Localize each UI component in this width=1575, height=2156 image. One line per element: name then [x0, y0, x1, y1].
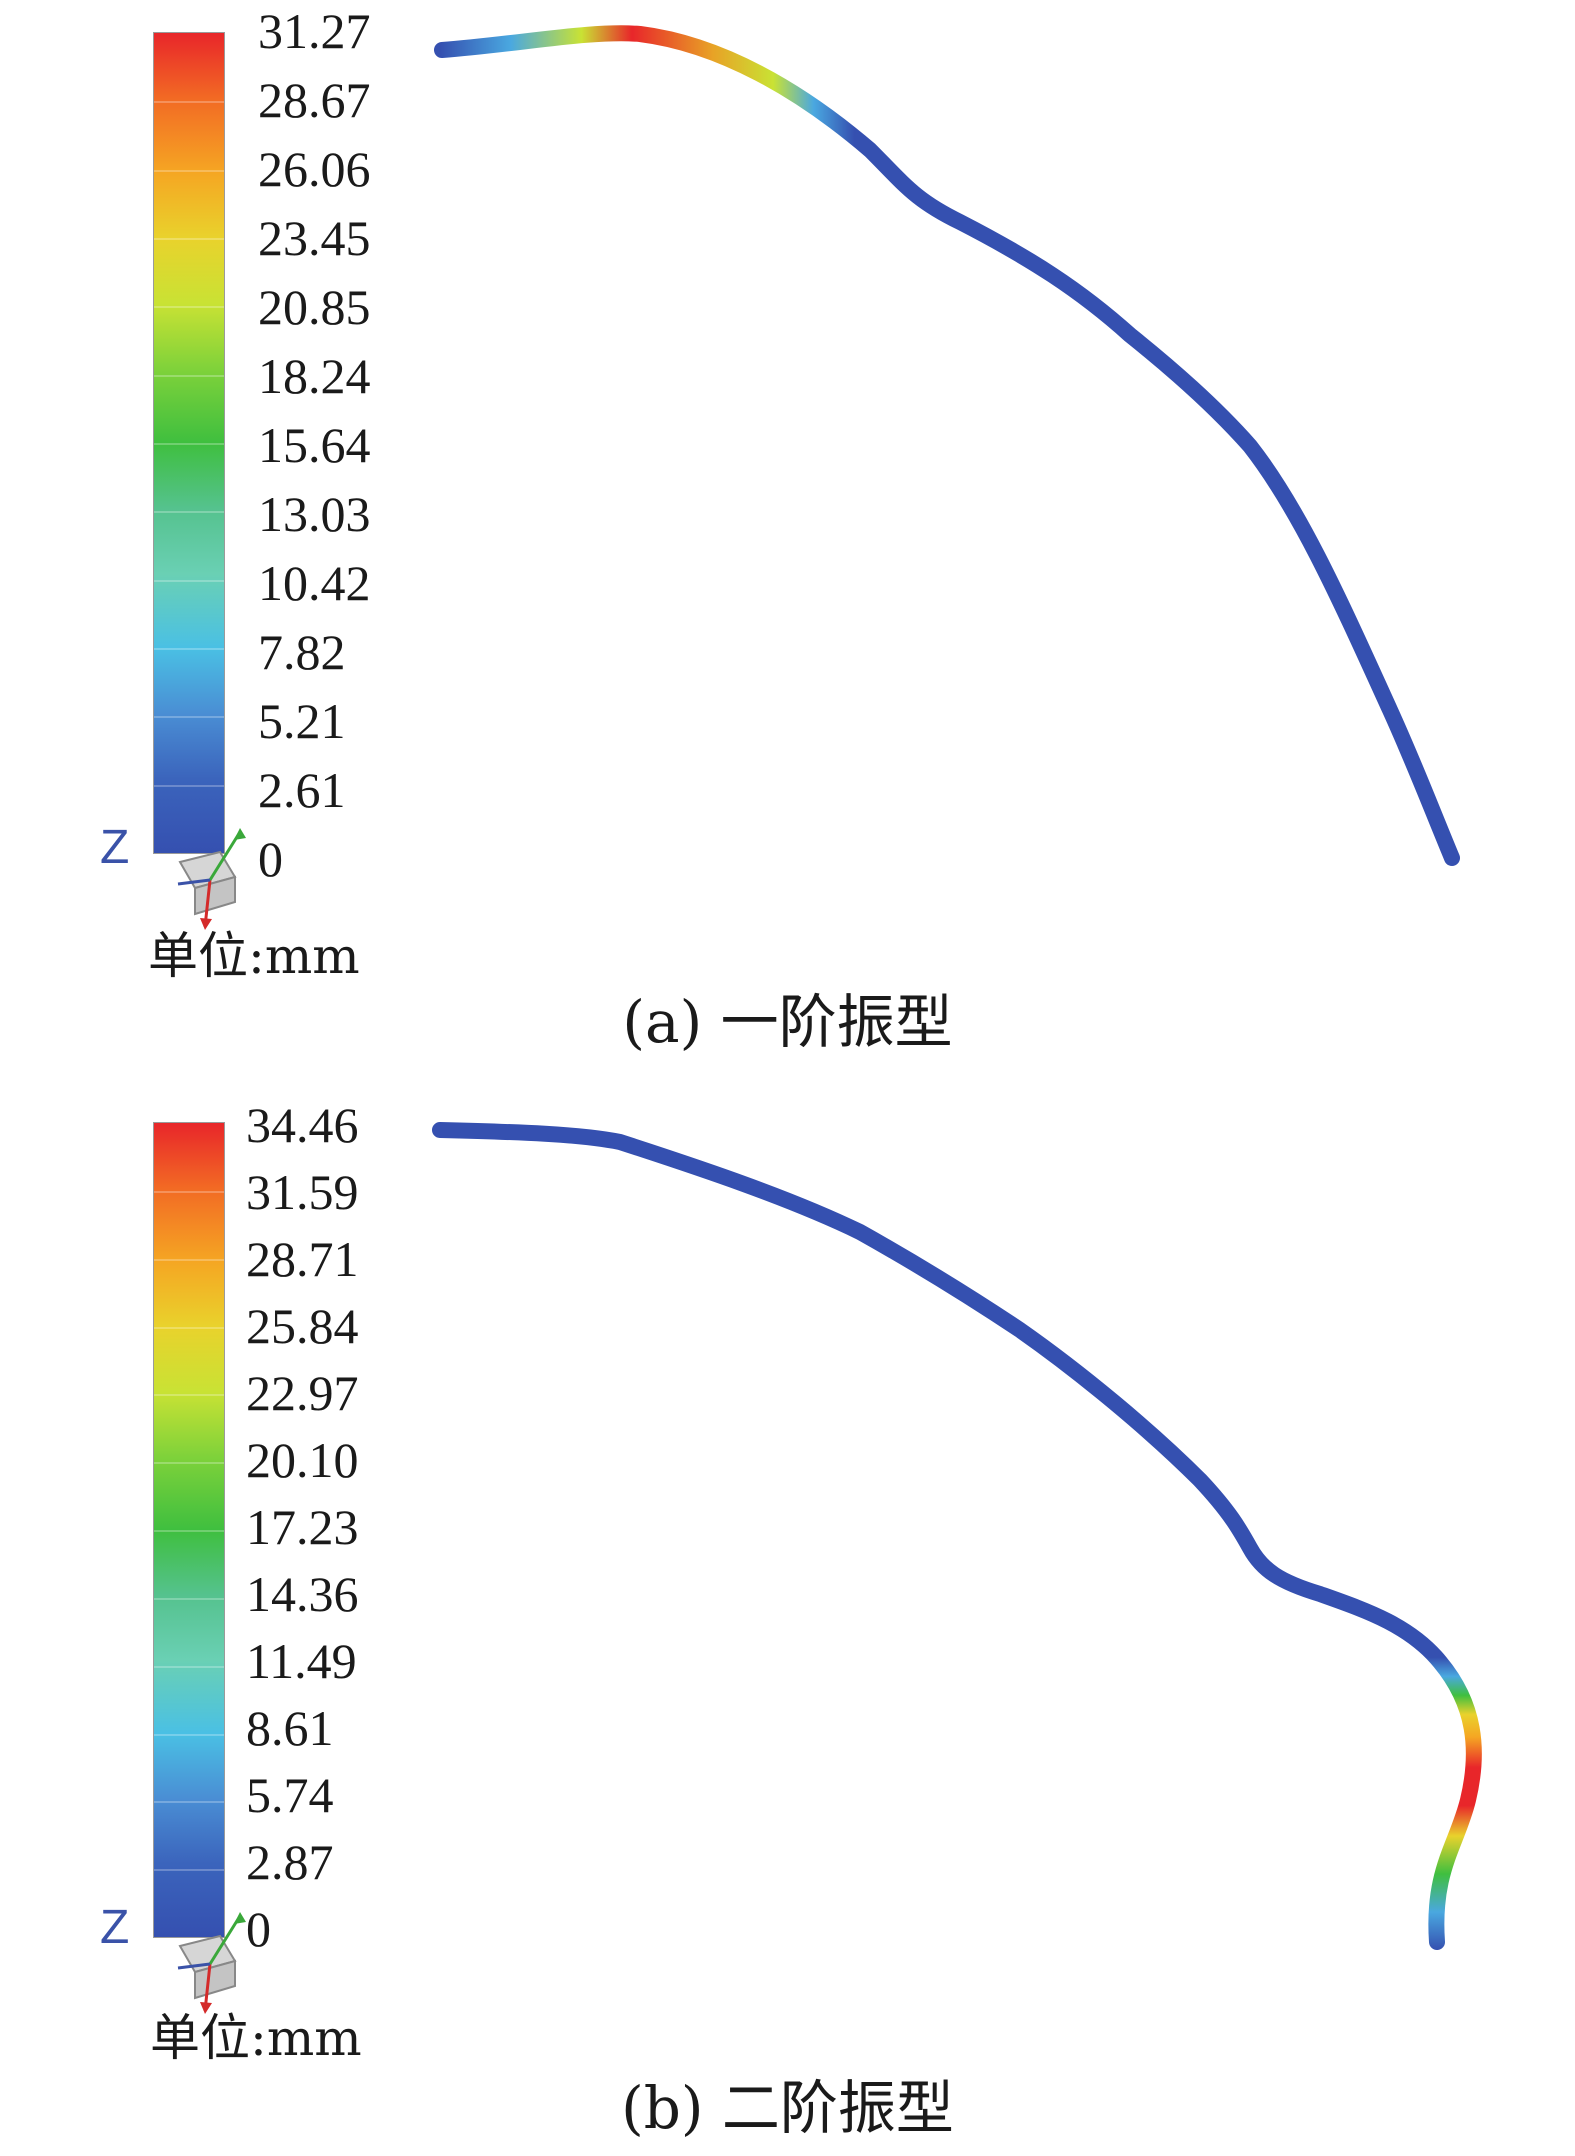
axis-triad-icon: [177, 1912, 246, 2014]
legend-tick: 34.46: [246, 1097, 359, 1153]
panel-first-mode: 31.27 28.67 26.06 23.45 20.85 18.24 15.6…: [100, 3, 1460, 1056]
pipe-deformation-shape-b: [432, 1122, 1482, 1950]
pipe-deformation-shape-a: [434, 25, 1460, 866]
panel-second-mode: 34.46 31.59 28.71 25.84 22.97 20.10 17.2…: [0, 1080, 1575, 2156]
legend-tick: 5.74: [246, 1767, 334, 1823]
legend-tick: 15.64: [258, 417, 371, 473]
unit-label: 单位:mm: [150, 2009, 362, 2067]
legend-tick: 28.67: [258, 72, 371, 128]
legend-tick: 26.06: [258, 141, 371, 197]
colorbar-legend-a: [153, 32, 225, 854]
legend-tick: 20.10: [246, 1432, 359, 1488]
legend-tick: 31.59: [246, 1164, 359, 1220]
axis-z-label: Z: [100, 821, 130, 874]
legend-tick: 20.85: [258, 279, 371, 335]
axis-triad-icon: [177, 828, 246, 930]
legend-tick: 5.21: [258, 693, 346, 749]
legend-tick: 10.42: [258, 555, 371, 611]
legend-tick: 8.61: [246, 1700, 334, 1756]
legend-tick: 11.49: [246, 1633, 357, 1689]
colorbar-legend-b: [153, 1122, 225, 1938]
legend-tick: 14.36: [246, 1566, 359, 1622]
legend-tick: 25.84: [246, 1298, 359, 1354]
caption-b: (b) 二阶振型: [621, 2074, 954, 2142]
legend-tick: 22.97: [246, 1365, 359, 1421]
legend-tick: 0: [246, 1901, 271, 1957]
pipe-path: [434, 25, 1460, 866]
legend-tick: 0: [258, 831, 283, 887]
legend-tick: 28.71: [246, 1231, 359, 1287]
legend-tick: 18.24: [258, 348, 371, 404]
axis-z-label: Z: [100, 1901, 130, 1954]
legend-tick: 2.87: [246, 1834, 334, 1890]
legend-tick: 2.61: [258, 762, 346, 818]
legend-tick: 13.03: [258, 486, 371, 542]
legend-tick: 31.27: [258, 3, 371, 59]
caption-a: (a) 一阶振型: [622, 988, 953, 1056]
legend-tick: 17.23: [246, 1499, 359, 1555]
legend-tick: 23.45: [258, 210, 371, 266]
unit-label: 单位:mm: [148, 927, 360, 985]
legend-tick: 7.82: [258, 624, 346, 680]
pipe-path: [432, 1122, 1482, 1950]
